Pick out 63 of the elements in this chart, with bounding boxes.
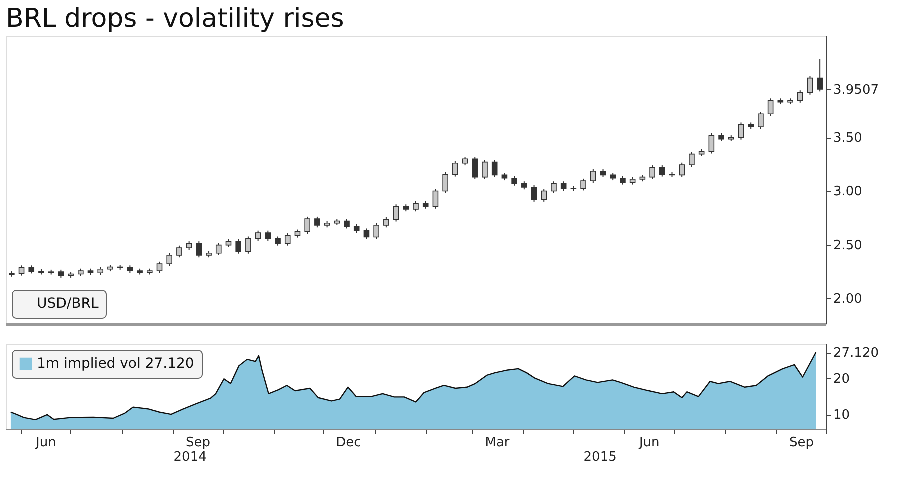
legend-label: 1m implied vol 27.120 <box>37 356 194 372</box>
candlestick <box>817 58 823 92</box>
candlestick <box>738 122 744 140</box>
candlestick <box>797 90 804 104</box>
candlestick <box>364 228 370 240</box>
y-tick-label: 10 <box>834 408 850 424</box>
candlestick <box>551 181 557 194</box>
candlestick <box>216 242 222 256</box>
candlestick <box>432 188 439 210</box>
candlestick <box>176 245 182 258</box>
text: 2014 <box>174 450 207 465</box>
candlestick <box>689 152 695 168</box>
candlestick <box>196 241 202 258</box>
y-tick-label: 27.120 <box>834 346 879 362</box>
candlestick <box>512 176 518 186</box>
candlestick <box>580 178 586 192</box>
y-tick-label: 2.00 <box>834 292 862 307</box>
candlestick <box>246 236 252 254</box>
candlestick <box>304 216 310 235</box>
candlestick <box>541 188 548 202</box>
candlestick <box>442 172 448 194</box>
candlestick <box>374 222 380 240</box>
x-tick-label: Dec <box>336 436 362 450</box>
chart-title: BRL drops - volatility rises <box>6 4 344 34</box>
candlestick <box>807 76 814 96</box>
candlestick <box>482 160 488 180</box>
candlestick <box>18 265 25 276</box>
x-tick-label: Jun <box>35 436 56 450</box>
y-tick-label: 2.50 <box>834 238 862 254</box>
candlestick <box>650 165 656 180</box>
candlestick <box>413 200 419 212</box>
candlestick <box>393 204 400 222</box>
candlestick <box>560 181 567 192</box>
candlestick <box>236 238 242 254</box>
x-tick-label: Mar <box>485 436 510 450</box>
candlestick <box>255 230 262 242</box>
x-tick-label: Sep <box>186 436 211 450</box>
y-tick-label: 3.9507 <box>834 82 879 98</box>
candlestick <box>344 218 350 230</box>
x-tick-label: Jun <box>638 436 660 450</box>
y-tick-label: 20 <box>834 372 850 387</box>
candlestick <box>314 216 320 228</box>
candlestick <box>659 165 666 178</box>
candlestick <box>590 168 596 184</box>
y-tick-label: 3.00 <box>834 184 862 200</box>
series-label: USD/BRL <box>37 296 99 312</box>
candlestick <box>156 261 163 274</box>
candlestick <box>679 162 686 178</box>
candlestick <box>472 156 478 180</box>
x-tick-label: Sep <box>789 436 814 450</box>
candlestick <box>284 233 291 246</box>
candlestick <box>275 236 281 246</box>
candlestick <box>166 252 173 267</box>
candlestick <box>758 112 764 130</box>
candlestick <box>384 216 390 228</box>
y-tick-label: 3.50 <box>834 131 862 146</box>
candlestick <box>531 184 538 202</box>
candlestick <box>768 98 774 117</box>
text: 2015 <box>584 450 617 465</box>
candlestick <box>452 160 458 178</box>
candlestick <box>492 160 498 178</box>
candlestick <box>265 230 272 242</box>
candlestick <box>708 132 715 154</box>
